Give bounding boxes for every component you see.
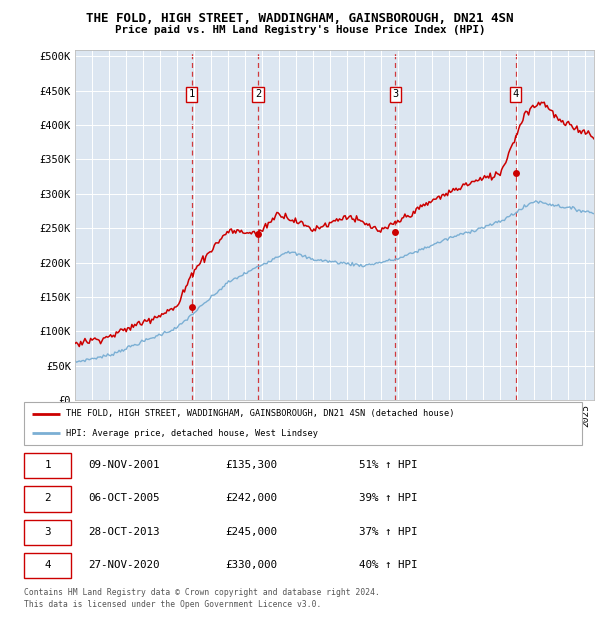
FancyBboxPatch shape <box>24 453 71 478</box>
FancyBboxPatch shape <box>24 402 582 445</box>
Text: 2: 2 <box>44 494 51 503</box>
Text: 3: 3 <box>392 89 398 99</box>
Text: 39% ↑ HPI: 39% ↑ HPI <box>359 494 418 503</box>
Text: This data is licensed under the Open Government Licence v3.0.: This data is licensed under the Open Gov… <box>24 600 322 609</box>
FancyBboxPatch shape <box>24 486 71 512</box>
Text: HPI: Average price, detached house, West Lindsey: HPI: Average price, detached house, West… <box>66 428 318 438</box>
Text: £245,000: £245,000 <box>225 526 277 536</box>
Text: 06-OCT-2005: 06-OCT-2005 <box>88 494 160 503</box>
Text: 09-NOV-2001: 09-NOV-2001 <box>88 460 160 470</box>
Text: £135,300: £135,300 <box>225 460 277 470</box>
Text: 40% ↑ HPI: 40% ↑ HPI <box>359 560 418 570</box>
Text: 2: 2 <box>255 89 261 99</box>
Text: 27-NOV-2020: 27-NOV-2020 <box>88 560 160 570</box>
Text: THE FOLD, HIGH STREET, WADDINGHAM, GAINSBOROUGH, DN21 4SN (detached house): THE FOLD, HIGH STREET, WADDINGHAM, GAINS… <box>66 409 454 419</box>
Text: 4: 4 <box>44 560 51 570</box>
Text: 1: 1 <box>44 460 51 470</box>
Text: THE FOLD, HIGH STREET, WADDINGHAM, GAINSBOROUGH, DN21 4SN: THE FOLD, HIGH STREET, WADDINGHAM, GAINS… <box>86 12 514 25</box>
Text: £330,000: £330,000 <box>225 560 277 570</box>
Text: £242,000: £242,000 <box>225 494 277 503</box>
FancyBboxPatch shape <box>24 553 71 578</box>
Text: 1: 1 <box>188 89 195 99</box>
Text: Price paid vs. HM Land Registry's House Price Index (HPI): Price paid vs. HM Land Registry's House … <box>115 25 485 35</box>
Text: 3: 3 <box>44 526 51 536</box>
Text: 37% ↑ HPI: 37% ↑ HPI <box>359 526 418 536</box>
Text: 4: 4 <box>512 89 519 99</box>
Text: Contains HM Land Registry data © Crown copyright and database right 2024.: Contains HM Land Registry data © Crown c… <box>24 588 380 597</box>
Text: 28-OCT-2013: 28-OCT-2013 <box>88 526 160 536</box>
Text: 51% ↑ HPI: 51% ↑ HPI <box>359 460 418 470</box>
FancyBboxPatch shape <box>24 520 71 545</box>
